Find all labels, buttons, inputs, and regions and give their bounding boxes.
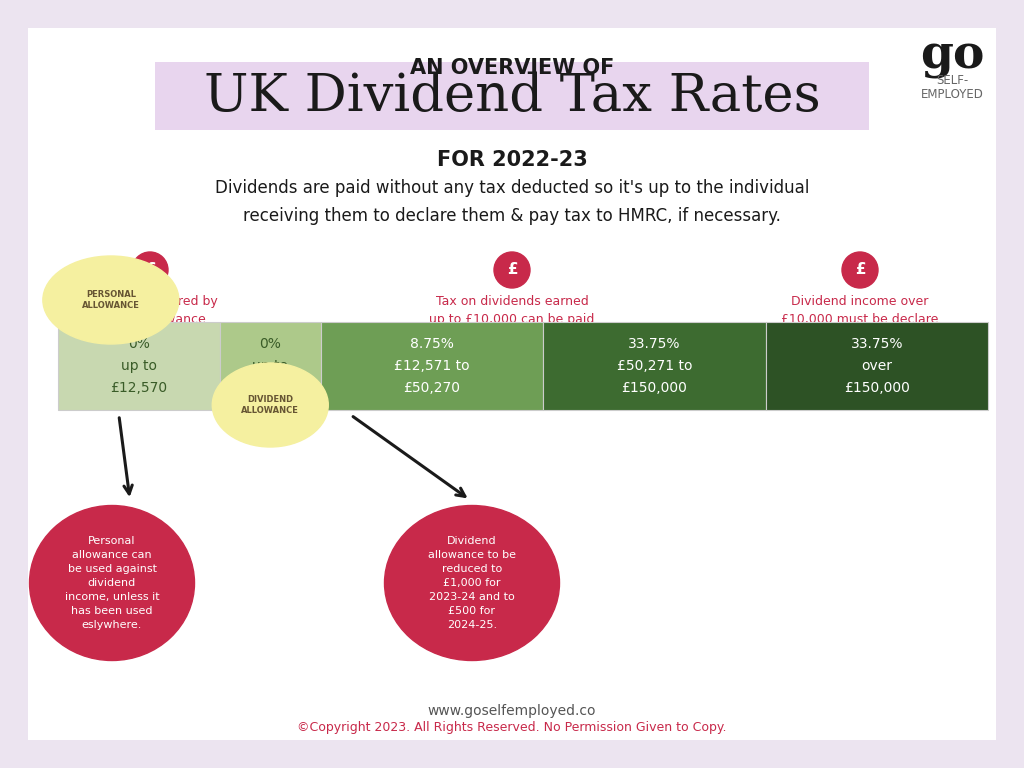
Text: 0%
up to
£2,000: 0% up to £2,000 (246, 337, 295, 395)
Text: ©Copyright 2023. All Rights Reserved. No Permission Given to Copy.: ©Copyright 2023. All Rights Reserved. No… (297, 721, 727, 734)
Text: £: £ (507, 263, 517, 277)
Text: Dividend income over
£10,000 must be declare
through self
assessment, in all cas: Dividend income over £10,000 must be dec… (781, 295, 939, 363)
Text: go: go (920, 33, 984, 79)
FancyBboxPatch shape (543, 322, 766, 410)
Text: Dividends covered by
£2,000 allowance
may not need to be
declared to HMRC: Dividends covered by £2,000 allowance ma… (82, 295, 218, 363)
Ellipse shape (30, 505, 195, 660)
Text: 33.75%
over
£150,000: 33.75% over £150,000 (844, 337, 909, 395)
Text: £: £ (144, 263, 156, 277)
FancyBboxPatch shape (321, 322, 543, 410)
Text: EMPLOYED: EMPLOYED (921, 88, 983, 101)
Circle shape (132, 252, 168, 288)
Text: 33.75%
£50,271 to
£150,000: 33.75% £50,271 to £150,000 (616, 337, 692, 395)
Text: £: £ (855, 263, 865, 277)
Text: Personal
allowance can
be used against
dividend
income, unless it
has been used
: Personal allowance can be used against d… (65, 536, 160, 630)
Text: DIVIDEND
ALLOWANCE: DIVIDEND ALLOWANCE (242, 395, 299, 415)
Ellipse shape (43, 256, 179, 344)
Text: FOR 2022-23: FOR 2022-23 (436, 150, 588, 170)
Text: 8.75%
£12,571 to
£50,270: 8.75% £12,571 to £50,270 (394, 337, 470, 395)
Text: Tax on dividends earned
up to £10,000 can be paid
through tax code if
employed i: Tax on dividends earned up to £10,000 ca… (429, 295, 595, 363)
FancyBboxPatch shape (220, 322, 321, 410)
Text: PERSONAL
ALLOWANCE: PERSONAL ALLOWANCE (82, 290, 140, 310)
Ellipse shape (384, 505, 559, 660)
Circle shape (842, 252, 878, 288)
FancyBboxPatch shape (58, 322, 220, 410)
FancyBboxPatch shape (28, 28, 996, 740)
FancyBboxPatch shape (766, 322, 988, 410)
Text: 0%
up to
£12,570: 0% up to £12,570 (111, 337, 168, 395)
Text: Dividend
allowance to be
reduced to
£1,000 for
2023-24 and to
£500 for
2024-25.: Dividend allowance to be reduced to £1,0… (428, 536, 516, 630)
Text: www.goselfemployed.co: www.goselfemployed.co (428, 704, 596, 718)
Circle shape (494, 252, 530, 288)
Text: SELF-: SELF- (936, 74, 968, 87)
FancyBboxPatch shape (155, 62, 869, 130)
Text: AN OVERVIEW OF: AN OVERVIEW OF (410, 58, 614, 78)
Text: Dividends are paid without any tax deducted so it's up to the individual
receivi: Dividends are paid without any tax deduc… (215, 179, 809, 225)
Text: UK Dividend Tax Rates: UK Dividend Tax Rates (204, 71, 820, 121)
Ellipse shape (212, 363, 329, 447)
